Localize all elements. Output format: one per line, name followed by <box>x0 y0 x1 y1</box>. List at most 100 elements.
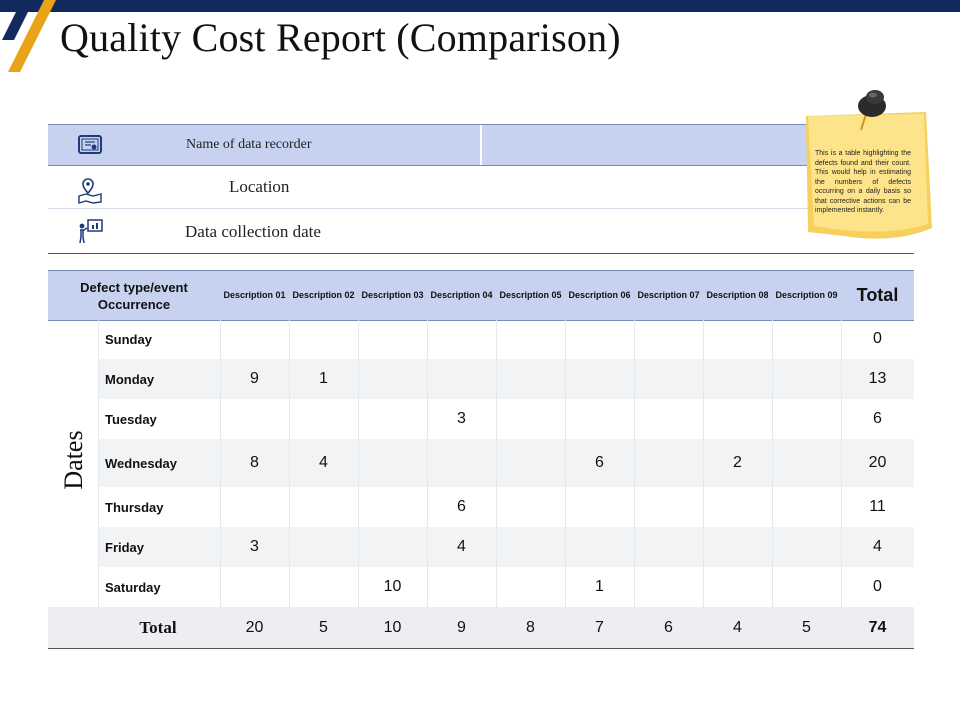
presenter-board-icon <box>79 219 103 244</box>
header-description-08: Description 08 <box>706 290 769 300</box>
certificate-icon <box>78 135 102 154</box>
column-total-cell: 6 <box>664 618 673 636</box>
table-cell <box>634 487 703 527</box>
table-cell <box>427 359 496 399</box>
page-title: Quality Cost Report (Comparison) <box>60 15 621 60</box>
table-cell <box>358 527 427 567</box>
grid-line <box>220 319 221 607</box>
table-cell <box>703 399 772 439</box>
row-divider <box>480 125 482 165</box>
table-cell <box>220 399 289 439</box>
table-cell <box>496 487 565 527</box>
header-total: Total <box>856 285 899 305</box>
table-cell <box>703 359 772 399</box>
table-cell <box>496 527 565 567</box>
grid-line <box>496 319 497 607</box>
table-cell: 6 <box>457 498 466 515</box>
grid-line <box>98 319 99 607</box>
table-cell <box>565 527 634 567</box>
grid-line <box>289 319 290 607</box>
row-total-cell: 0 <box>873 330 882 347</box>
header-description-07: Description 07 <box>637 290 700 300</box>
table-cell <box>703 527 772 567</box>
table-cell: 3 <box>457 410 466 427</box>
table-cell: 6 <box>595 454 604 471</box>
info-row-location <box>48 165 914 209</box>
column-total-cell: 7 <box>595 618 604 636</box>
table-cell <box>565 359 634 399</box>
table-cell <box>220 319 289 359</box>
row-total-cell: 13 <box>868 370 887 387</box>
table-cell <box>289 319 358 359</box>
location-label: Location <box>229 177 290 196</box>
table-cell <box>496 399 565 439</box>
column-total-cell: 5 <box>802 618 811 636</box>
map-location-icon <box>78 178 102 204</box>
row-day-label: Thursday <box>105 499 164 515</box>
table-cell <box>703 487 772 527</box>
row-total-cell: 20 <box>868 454 887 471</box>
table-cell <box>220 487 289 527</box>
table-cell: 2 <box>733 454 742 471</box>
table-cell <box>703 567 772 607</box>
table-header: Defect type/event Occurrence Description… <box>48 270 914 321</box>
table-cell: 9 <box>250 370 259 387</box>
row-day-label: Wednesday <box>105 455 178 471</box>
table-cell <box>358 319 427 359</box>
info-row-date <box>48 209 914 254</box>
table-cell: 1 <box>319 370 328 387</box>
pushpin-icon <box>858 90 886 131</box>
table-cell <box>634 439 703 487</box>
table-cell <box>289 487 358 527</box>
table-cell <box>634 359 703 399</box>
totals-row: Total 20 5 10 9 8 7 6 4 5 74 <box>48 607 914 649</box>
table-cell <box>427 439 496 487</box>
table-cell <box>772 319 841 359</box>
table-row: Wednesday 8 4 6 2 20 <box>98 439 914 487</box>
table-cell <box>565 399 634 439</box>
table-cell <box>358 359 427 399</box>
table-cell <box>220 567 289 607</box>
table-row: Thursday 6 11 <box>98 487 914 527</box>
table-cell: 4 <box>457 538 466 555</box>
totals-label: Total <box>139 617 177 637</box>
table-cell <box>703 319 772 359</box>
grid-line <box>703 319 704 607</box>
table-cell: 8 <box>250 454 259 471</box>
row-total-cell: 6 <box>873 410 882 427</box>
table-cell <box>634 399 703 439</box>
sticky-note-text: This is a table highlighting the defects… <box>815 150 911 214</box>
table-cell <box>772 399 841 439</box>
table-cell <box>772 439 841 487</box>
table-cell <box>289 527 358 567</box>
row-day-label: Friday <box>105 539 145 555</box>
grid-line <box>634 319 635 607</box>
defect-table: Defect type/event Occurrence Description… <box>48 270 914 649</box>
sticky-note <box>806 112 932 239</box>
collection-date-label: Data collection date <box>185 222 321 241</box>
recorder-label: Name of data recorder <box>186 137 312 152</box>
column-total-cell: 8 <box>526 618 535 636</box>
table-cell <box>358 439 427 487</box>
grid-line <box>565 319 566 607</box>
table-cell <box>358 487 427 527</box>
table-cell <box>427 319 496 359</box>
table-cell: 10 <box>383 578 402 595</box>
column-total-cell: 9 <box>457 618 466 636</box>
row-day-label: Sunday <box>105 331 152 347</box>
row-total-cell: 0 <box>873 578 882 595</box>
grid-line <box>427 319 428 607</box>
header-description-03: Description 03 <box>361 290 424 300</box>
table-cell <box>289 567 358 607</box>
table-row: Monday 9 1 13 <box>98 359 914 399</box>
table-cell <box>772 359 841 399</box>
row-total-cell: 11 <box>869 498 886 515</box>
table-row: Tuesday 3 6 <box>98 399 914 439</box>
header-description-01: Description 01 <box>223 290 286 300</box>
table-cell <box>565 487 634 527</box>
table-cell <box>772 527 841 567</box>
column-total-cell: 4 <box>733 618 742 636</box>
top-bar <box>0 0 960 12</box>
table-cell <box>358 399 427 439</box>
table-cell <box>772 567 841 607</box>
